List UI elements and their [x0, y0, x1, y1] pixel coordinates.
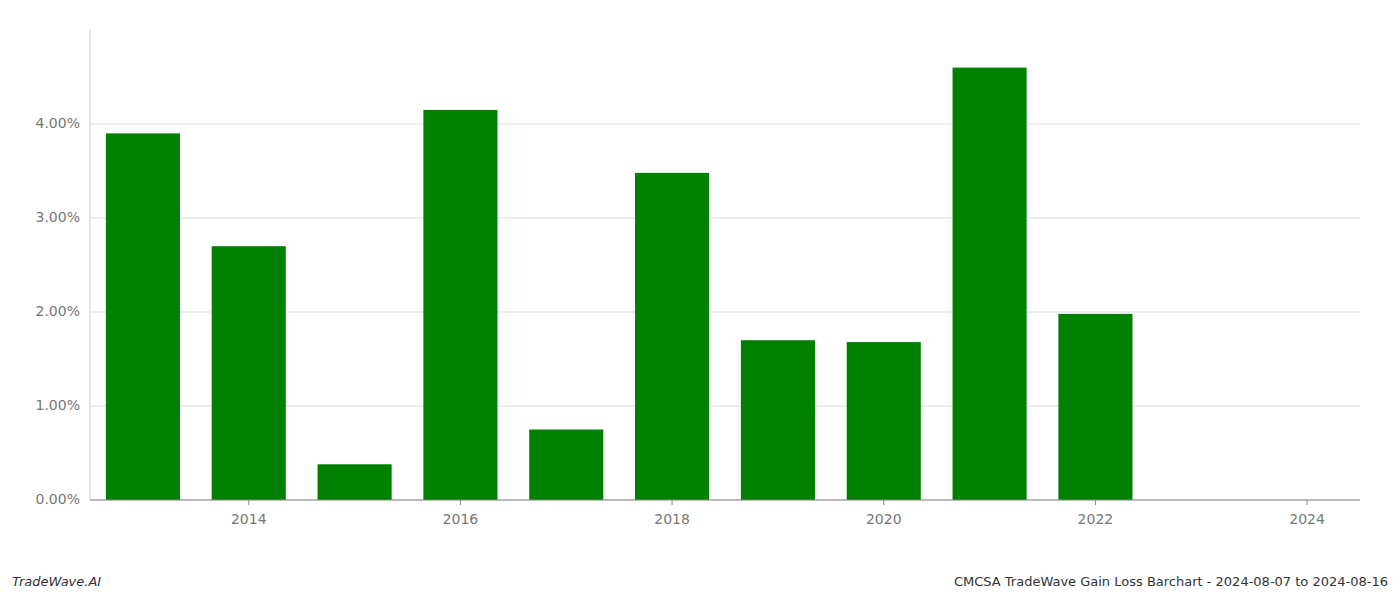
x-tick-label: 2022 — [1078, 511, 1114, 527]
x-axis-line — [90, 500, 1360, 501]
bar — [741, 340, 815, 500]
x-tick — [672, 500, 673, 505]
x-tick — [1095, 500, 1096, 505]
x-tick-label: 2014 — [231, 511, 267, 527]
y-tick-label: 4.00% — [36, 115, 80, 131]
bar — [529, 430, 603, 501]
bar — [1058, 314, 1132, 500]
x-axis: 2014 2016 2018 2020 2022 2024 — [90, 500, 1360, 527]
bar — [212, 246, 286, 500]
bars — [106, 68, 1133, 500]
y-tick-label: 2.00% — [36, 303, 80, 319]
grid-line — [90, 500, 1360, 501]
grid-line — [90, 124, 1360, 125]
x-tick — [248, 500, 249, 505]
footer-right: CMCSA TradeWave Gain Loss Barchart - 202… — [954, 574, 1388, 589]
footer: TradeWave.AI CMCSA TradeWave Gain Loss Ba… — [12, 574, 1388, 589]
chart-container: 0.00% 1.00% 2.00% 3.00% 4.00% 2014 2016 2018 202… — [0, 0, 1400, 600]
footer-left: TradeWave.AI — [12, 574, 101, 589]
grid-line — [90, 218, 1360, 219]
y-tick-label: 0.00% — [36, 491, 80, 507]
bar — [318, 464, 392, 500]
bar — [106, 133, 180, 500]
x-tick-label: 2018 — [654, 511, 690, 527]
y-tick-label: 1.00% — [36, 397, 80, 413]
x-tick-label: 2016 — [443, 511, 479, 527]
x-tick-label: 2024 — [1289, 511, 1325, 527]
bar — [847, 342, 921, 500]
y-axis-line — [90, 30, 91, 500]
y-axis: 0.00% 1.00% 2.00% 3.00% 4.00% — [36, 30, 1360, 507]
x-tick — [1307, 500, 1308, 505]
y-tick-label: 3.00% — [36, 209, 80, 225]
x-tick — [883, 500, 884, 505]
bar — [953, 68, 1027, 500]
bar — [423, 110, 497, 500]
x-tick — [460, 500, 461, 505]
chart-svg: 0.00% 1.00% 2.00% 3.00% 4.00% 2014 2016 2018 202… — [0, 0, 1400, 600]
x-tick-label: 2020 — [866, 511, 902, 527]
bar — [635, 173, 709, 500]
